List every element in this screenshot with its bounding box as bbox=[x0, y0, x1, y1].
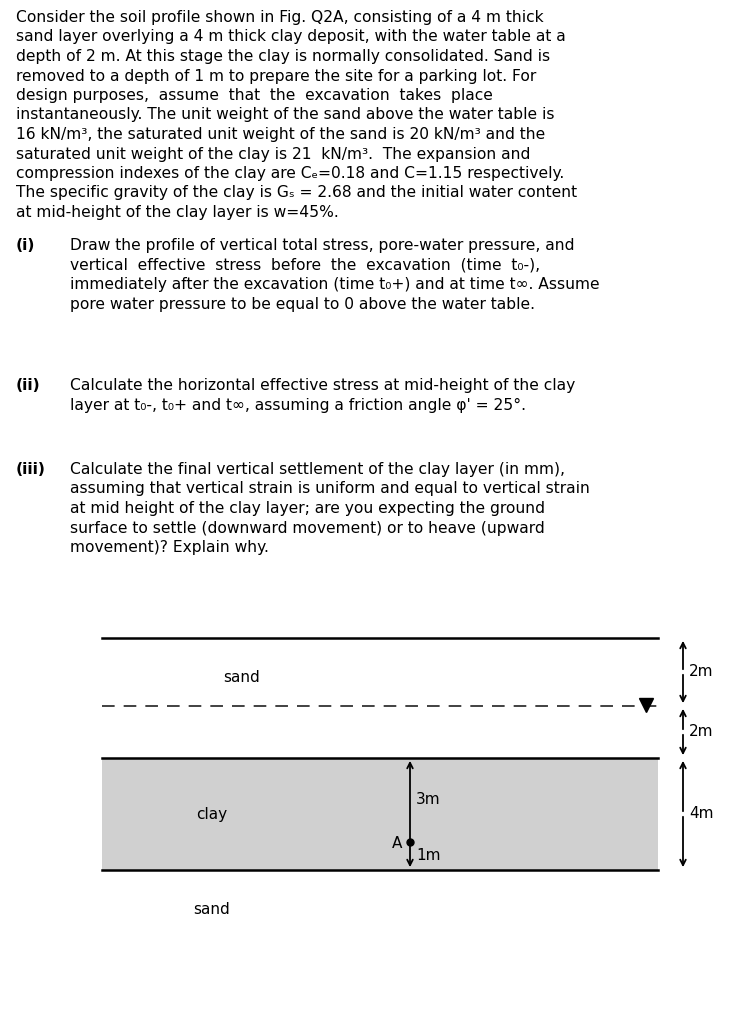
Text: Calculate the final vertical settlement of the clay layer (in mm),: Calculate the final vertical settlement … bbox=[70, 462, 565, 477]
Text: sand: sand bbox=[194, 902, 231, 918]
Text: The specific gravity of the clay is Gₛ = 2.68 and the initial water content: The specific gravity of the clay is Gₛ =… bbox=[16, 185, 577, 201]
Text: Consider the soil profile shown in Fig. Q2A, consisting of a 4 m thick: Consider the soil profile shown in Fig. … bbox=[16, 10, 544, 25]
Text: 3m: 3m bbox=[416, 793, 440, 808]
Text: assuming that vertical strain is uniform and equal to vertical strain: assuming that vertical strain is uniform… bbox=[70, 481, 590, 497]
Text: immediately after the excavation (time t₀+) and at time t∞. Assume: immediately after the excavation (time t… bbox=[70, 278, 600, 292]
Text: (i): (i) bbox=[16, 238, 35, 253]
Text: (ii): (ii) bbox=[16, 378, 40, 393]
Text: compression indexes of the clay are Cₑ=0.18 and C⁣=1.15 respectively.: compression indexes of the clay are Cₑ=0… bbox=[16, 166, 564, 181]
Text: surface to settle (downward movement) or to heave (upward: surface to settle (downward movement) or… bbox=[70, 520, 545, 536]
Text: Calculate the horizontal effective stress at mid-height of the clay: Calculate the horizontal effective stres… bbox=[70, 378, 575, 393]
Text: removed to a depth of 1 m to prepare the site for a parking lot. For: removed to a depth of 1 m to prepare the… bbox=[16, 69, 536, 84]
Text: layer at t₀-, t₀+ and t∞, assuming a friction angle φ' = 25°.: layer at t₀-, t₀+ and t∞, assuming a fri… bbox=[70, 397, 526, 413]
Text: Draw the profile of vertical total stress, pore-water pressure, and: Draw the profile of vertical total stres… bbox=[70, 238, 574, 253]
Text: (iii): (iii) bbox=[16, 462, 46, 477]
Text: movement)? Explain why.: movement)? Explain why. bbox=[70, 540, 269, 555]
Text: 1m: 1m bbox=[416, 849, 440, 863]
Text: vertical  effective  stress  before  the  excavation  (time  t₀-),: vertical effective stress before the exc… bbox=[70, 257, 540, 272]
Text: instantaneously. The unit weight of the sand above the water table is: instantaneously. The unit weight of the … bbox=[16, 108, 554, 123]
Text: 4m: 4m bbox=[689, 807, 714, 821]
Bar bbox=[102, 758, 658, 870]
Text: saturated unit weight of the clay is 21  kN/m³.  The expansion and: saturated unit weight of the clay is 21 … bbox=[16, 146, 530, 162]
Text: at mid-height of the clay layer is w=45%.: at mid-height of the clay layer is w=45%… bbox=[16, 205, 339, 220]
Text: sand: sand bbox=[224, 671, 261, 685]
Text: A: A bbox=[392, 837, 402, 852]
Text: pore water pressure to be equal to 0 above the water table.: pore water pressure to be equal to 0 abo… bbox=[70, 297, 535, 311]
Text: sand layer overlying a 4 m thick clay deposit, with the water table at a: sand layer overlying a 4 m thick clay de… bbox=[16, 30, 565, 44]
Text: depth of 2 m. At this stage the clay is normally consolidated. Sand is: depth of 2 m. At this stage the clay is … bbox=[16, 49, 550, 63]
Text: at mid height of the clay layer; are you expecting the ground: at mid height of the clay layer; are you… bbox=[70, 501, 545, 516]
Text: clay: clay bbox=[196, 807, 228, 821]
Text: 16 kN/m³, the saturated unit weight of the sand is 20 kN/m³ and the: 16 kN/m³, the saturated unit weight of t… bbox=[16, 127, 545, 142]
Text: design purposes,  assume  that  the  excavation  takes  place: design purposes, assume that the excavat… bbox=[16, 88, 493, 103]
Text: 2m: 2m bbox=[689, 725, 714, 739]
Text: 2m: 2m bbox=[689, 665, 714, 680]
